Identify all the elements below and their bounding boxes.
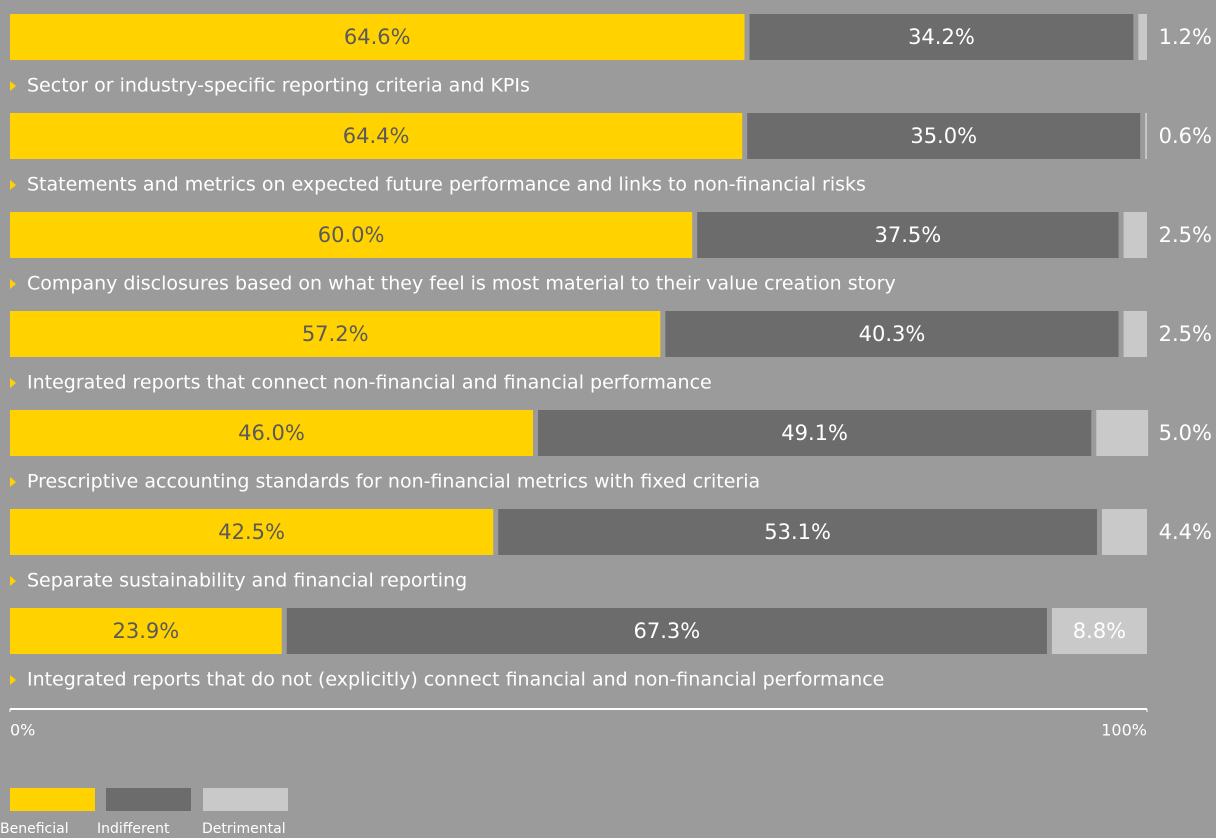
bar-segment: [697, 212, 1119, 258]
x-tick-label: 100%: [1101, 721, 1147, 740]
value-label: 53.1%: [764, 520, 831, 544]
bar-segment: [498, 509, 1097, 555]
bar-segment: [10, 509, 494, 555]
category-label: Company disclosures based on what they f…: [27, 273, 896, 295]
bullet: [10, 477, 16, 487]
bar-segment: [10, 608, 282, 654]
value-label: 67.3%: [633, 619, 700, 643]
bar-segment: [286, 608, 1047, 654]
category-label: Integrated reports that connect non-fina…: [27, 372, 712, 394]
value-label: 2.5%: [1159, 223, 1212, 247]
category-label: Integrated reports that do not (explicit…: [27, 669, 884, 691]
bar-segment: [10, 14, 745, 60]
legend-label: Indifferent: [97, 821, 170, 837]
bar-segment: [1145, 113, 1147, 159]
bar-segment: [10, 212, 693, 258]
value-label: 42.5%: [218, 520, 285, 544]
category-label: Prescriptive accounting standards for no…: [27, 471, 760, 493]
bullet: [10, 279, 16, 289]
bullet: [10, 675, 16, 685]
bar-segment: [747, 113, 1141, 159]
legend-label: Detrimental: [202, 821, 286, 837]
value-label: 46.0%: [238, 421, 305, 445]
bar-segment: [1051, 608, 1147, 654]
value-label: 34.2%: [908, 25, 975, 49]
value-label: 1.2%: [1159, 25, 1212, 49]
value-label: 64.4%: [343, 124, 410, 148]
bar-segment: [1123, 212, 1147, 258]
category-label: Separate sustainability and financial re…: [27, 570, 467, 592]
value-label: 5.0%: [1159, 421, 1212, 445]
legend-swatch: [106, 788, 191, 811]
value-label: 57.2%: [302, 322, 369, 346]
value-label: 0.6%: [1159, 124, 1212, 148]
value-label: 8.8%: [1073, 619, 1126, 643]
bar-segment: [1123, 311, 1147, 357]
bullet: [10, 180, 16, 190]
value-label: 40.3%: [859, 322, 926, 346]
value-label: 35.0%: [910, 124, 977, 148]
legend-swatch: [203, 788, 288, 811]
bullet: [10, 576, 16, 586]
bar-segment: [1101, 509, 1147, 555]
value-label: 4.4%: [1159, 520, 1212, 544]
bar-segment: [10, 311, 661, 357]
bar-segment: [665, 311, 1119, 357]
value-label: 37.5%: [875, 223, 942, 247]
bullet: [10, 378, 16, 388]
x-tick-label: 0%: [10, 721, 35, 740]
value-label: 49.1%: [781, 421, 848, 445]
bar-segment: [749, 14, 1134, 60]
legend-swatch: [10, 788, 95, 811]
category-label: Statements and metrics on expected futur…: [27, 174, 866, 196]
bar-segment: [10, 113, 743, 159]
category-label: Sector or industry-specific reporting cr…: [27, 75, 530, 97]
value-label: 2.5%: [1159, 322, 1212, 346]
bar-segment: [538, 410, 1092, 456]
legend-label: Beneficial: [0, 821, 69, 837]
value-label: 64.6%: [344, 25, 411, 49]
value-label: 23.9%: [113, 619, 180, 643]
bar-segment: [1096, 410, 1149, 456]
bar-segment: [1138, 14, 1147, 60]
bar-segment: [10, 410, 534, 456]
value-label: 60.0%: [318, 223, 385, 247]
bullet: [10, 81, 16, 91]
